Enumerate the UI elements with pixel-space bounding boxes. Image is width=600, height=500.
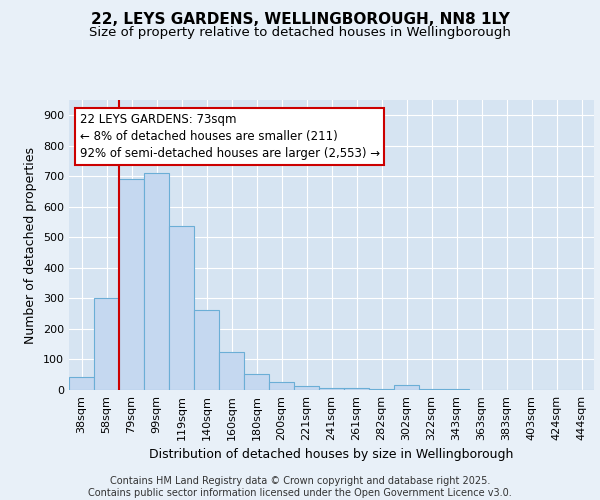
- Bar: [369, 389, 394, 390]
- Bar: [219, 352, 244, 390]
- Bar: [269, 382, 294, 390]
- Bar: [69, 377, 94, 390]
- Bar: [244, 374, 269, 390]
- Text: 22, LEYS GARDENS, WELLINGBOROUGH, NN8 1LY: 22, LEYS GARDENS, WELLINGBOROUGH, NN8 1L…: [91, 12, 509, 28]
- Bar: [94, 298, 119, 390]
- Bar: [319, 388, 344, 390]
- Bar: [119, 179, 144, 390]
- Bar: [294, 386, 319, 390]
- Bar: [169, 226, 194, 390]
- Y-axis label: Number of detached properties: Number of detached properties: [25, 146, 37, 344]
- Text: Contains HM Land Registry data © Crown copyright and database right 2025.
Contai: Contains HM Land Registry data © Crown c…: [88, 476, 512, 498]
- Text: Size of property relative to detached houses in Wellingborough: Size of property relative to detached ho…: [89, 26, 511, 39]
- X-axis label: Distribution of detached houses by size in Wellingborough: Distribution of detached houses by size …: [149, 448, 514, 462]
- Text: 22 LEYS GARDENS: 73sqm
← 8% of detached houses are smaller (211)
92% of semi-det: 22 LEYS GARDENS: 73sqm ← 8% of detached …: [79, 113, 380, 160]
- Bar: [194, 310, 219, 390]
- Bar: [144, 174, 169, 390]
- Bar: [394, 385, 419, 390]
- Bar: [344, 388, 369, 390]
